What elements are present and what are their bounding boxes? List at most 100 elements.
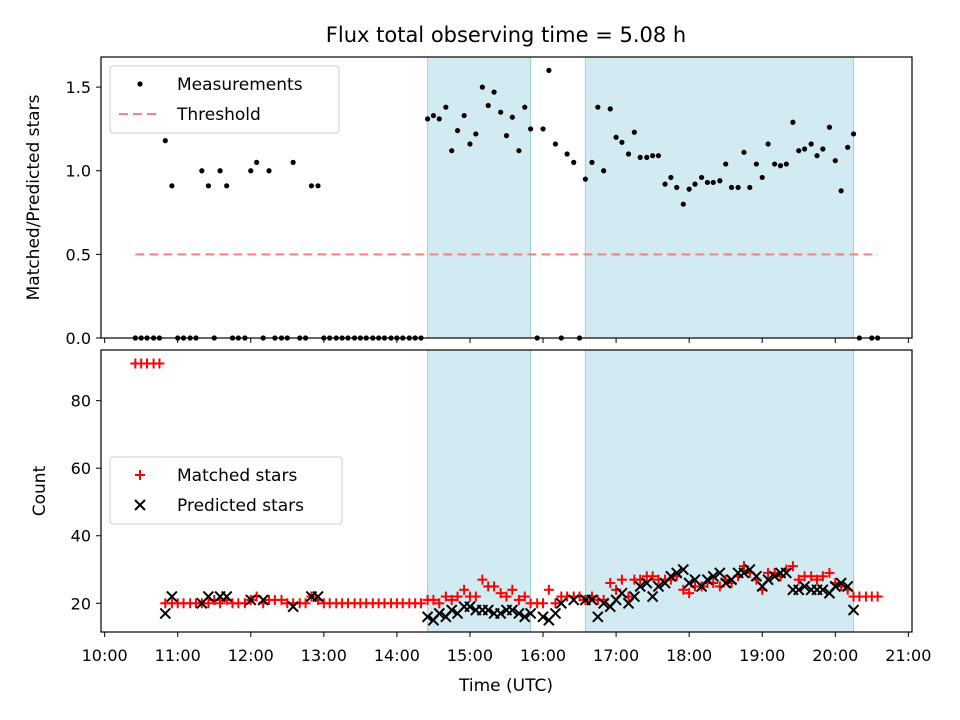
matched-star-point (872, 591, 883, 602)
predicted-x-b (555, 597, 568, 610)
predicted-x-b (744, 563, 756, 576)
matched-star-point (428, 594, 439, 605)
y-tick-label: 60 (71, 459, 91, 478)
predicted-star-point (780, 567, 793, 579)
measurement-point (625, 151, 632, 157)
predicted-star-point (245, 594, 257, 606)
predicted-x-b (762, 573, 774, 586)
predicted-star-point (506, 604, 519, 616)
predicted-star-point (597, 597, 610, 610)
matched-star-point (495, 588, 506, 599)
measurement-point (503, 133, 510, 139)
predicted-x-b (537, 611, 549, 623)
predicted-star-point (555, 597, 568, 610)
predicted-star-point (586, 594, 598, 606)
chart-title: Flux total observing time = 5.08 h (326, 23, 686, 47)
measurement-point (290, 159, 296, 165)
matched-star-point (501, 591, 512, 602)
y-tick-label: 0.5 (66, 245, 91, 264)
measurement-point (728, 184, 735, 191)
measurement-point (509, 114, 515, 120)
matched-star-point (616, 574, 627, 585)
predicted-x-b (464, 600, 476, 613)
predicted-star-point (714, 567, 726, 579)
predicted-star-point (519, 611, 531, 623)
measurement-point (308, 183, 315, 189)
x-tick-label: 10:00 (82, 646, 128, 665)
measurement-point (528, 126, 534, 132)
measurement-point (845, 144, 851, 150)
measurement-point (765, 141, 771, 147)
measurement-point (772, 161, 778, 167)
predicted-x-b (433, 607, 445, 620)
predicted-star-point (671, 567, 683, 579)
measurement-point (315, 183, 321, 189)
axes-frame (100, 349, 913, 633)
measurement-point (668, 174, 674, 181)
measurement-point (747, 184, 753, 191)
measurement-point (254, 159, 260, 165)
measurement-point (224, 183, 230, 189)
measurement-point (461, 112, 467, 119)
matched-star-point (513, 594, 524, 605)
predicted-x-b (549, 607, 562, 620)
measurement-point (680, 201, 686, 207)
matched-star-point (647, 571, 658, 582)
x-tick-label: 12:00 (228, 646, 274, 665)
measurement-point (637, 154, 643, 160)
measurement-point (710, 179, 716, 186)
legend-measurement-marker (137, 81, 143, 87)
predicted-x-b (257, 594, 269, 606)
predicted-star-point (835, 577, 847, 589)
predicted-x-b (628, 590, 641, 603)
predicted-star-point (202, 590, 215, 603)
matched-star-point (812, 574, 823, 585)
measurement-point (741, 149, 747, 155)
measurement-point (479, 84, 485, 90)
measurement-point (199, 168, 205, 174)
measurement-point (248, 168, 254, 174)
predicted-x-b (780, 567, 793, 579)
legend-label: Predicted stars (177, 496, 304, 516)
predicted-star-point (750, 570, 763, 582)
legend-predicted-marker-b (134, 499, 146, 511)
predicted-star-point (793, 584, 805, 596)
matched-star-point (203, 598, 214, 609)
measurement-point (454, 127, 461, 134)
predicted-star-point (701, 573, 714, 586)
measurement-point (826, 124, 833, 130)
matched-star-point (817, 571, 828, 582)
predicted-x-b (506, 604, 519, 616)
predicted-star-point (677, 563, 690, 576)
measurement-point (430, 112, 437, 119)
matched-star-point (434, 598, 445, 609)
predicted-star-point (817, 584, 829, 596)
predicted-star-point (464, 600, 476, 613)
matched-star-point (276, 594, 287, 605)
matched-star-point (452, 591, 463, 602)
measurement-point (607, 106, 613, 112)
predicted-star-point (312, 590, 324, 603)
predicted-x-b (646, 590, 659, 603)
predicted-x-b (652, 580, 665, 593)
predicted-x-b (421, 611, 434, 623)
measurement-point (424, 116, 431, 122)
predicted-star-point (646, 590, 659, 603)
measurement-point (650, 153, 656, 159)
predicted-star-point (257, 594, 269, 606)
matched-star-point (416, 598, 427, 609)
measurement-point (820, 146, 826, 152)
y-tick-label: 40 (71, 527, 91, 546)
predicted-star-point (445, 604, 458, 616)
measurement-point (436, 116, 442, 122)
measurement-point (790, 119, 796, 125)
measurement-point (850, 131, 857, 137)
legend-label: Matched stars (177, 466, 297, 486)
matched-star-point (824, 567, 835, 578)
predicted-x-b (677, 563, 690, 576)
predicted-star-point (628, 590, 641, 603)
measurement-point (217, 168, 223, 174)
measurement-point (266, 168, 272, 174)
measurement-point (571, 159, 577, 165)
